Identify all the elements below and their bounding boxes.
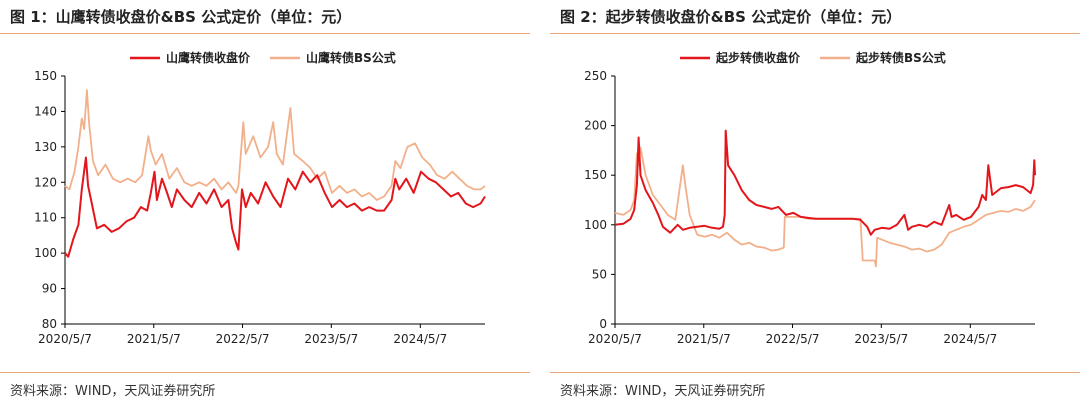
- series-line-close: [614, 129, 1036, 236]
- x-tick-label: 2021/5/7: [127, 332, 181, 346]
- y-tick-label: 150: [584, 168, 607, 182]
- chart-panel-2: 图 2：起步转债收盘价&BS 公式定价（单位：元） 0 50 100 150 200 25…: [550, 0, 1080, 405]
- source-divider: [0, 372, 530, 373]
- y-tick-label: 80: [42, 317, 57, 331]
- y-tick-label: 100: [34, 246, 57, 260]
- series-line-bs: [614, 146, 1036, 268]
- chart-title: 图 2：起步转债收盘价&BS 公式定价（单位：元）: [560, 8, 902, 26]
- series-line-close: [64, 156, 486, 258]
- y-tick-label: 150: [34, 69, 57, 83]
- source-note: 资料来源：WIND，天风证券研究所: [10, 384, 216, 399]
- y-tick-label: 120: [34, 175, 57, 189]
- x-tick-label: 2022/5/7: [216, 332, 270, 346]
- x-tick-label: 2020/5/7: [38, 332, 92, 346]
- y-tick-label: 0: [599, 317, 607, 331]
- legend-label: 起步转债收盘价: [715, 50, 801, 65]
- legend-label: 山鹰转债BS公式: [306, 50, 396, 65]
- title-divider: [550, 33, 1080, 34]
- legend-label: 起步转债BS公式: [855, 50, 946, 65]
- series-line-bs: [64, 89, 486, 201]
- line-chart: 80 90 100 110 120 130 140 150 2020/5/7 2021/5/7 20…: [34, 50, 486, 346]
- title-divider: [0, 33, 530, 34]
- x-tick-label: 2021/5/7: [677, 332, 731, 346]
- y-tick-label: 250: [584, 69, 607, 83]
- chart-panel-1: 图 1：山鹰转债收盘价&BS 公式定价（单位：元） 80 90 100 110 120 1…: [0, 0, 530, 405]
- y-tick-label: 140: [34, 104, 57, 118]
- source-divider: [550, 372, 1080, 373]
- x-tick-label: 2024/5/7: [943, 332, 997, 346]
- source-note: 资料来源：WIND，天风证券研究所: [560, 384, 766, 399]
- chart-title: 图 1：山鹰转债收盘价&BS 公式定价（单位：元）: [10, 8, 352, 26]
- x-tick-label: 2020/5/7: [588, 332, 642, 346]
- y-tick-label: 200: [584, 119, 607, 133]
- line-chart: 0 50 100 150 200 250 2020/5/7 2021/5/7 2022/5/7 2…: [584, 50, 1036, 346]
- x-tick-label: 2023/5/7: [854, 332, 908, 346]
- y-tick-label: 90: [42, 282, 57, 296]
- x-tick-label: 2022/5/7: [766, 332, 820, 346]
- y-tick-label: 100: [584, 218, 607, 232]
- legend-label: 山鹰转债收盘价: [166, 50, 251, 65]
- y-tick-label: 130: [34, 140, 57, 154]
- x-tick-label: 2023/5/7: [304, 332, 358, 346]
- y-tick-label: 50: [592, 267, 607, 281]
- y-tick-label: 110: [34, 211, 57, 225]
- x-tick-label: 2024/5/7: [393, 332, 447, 346]
